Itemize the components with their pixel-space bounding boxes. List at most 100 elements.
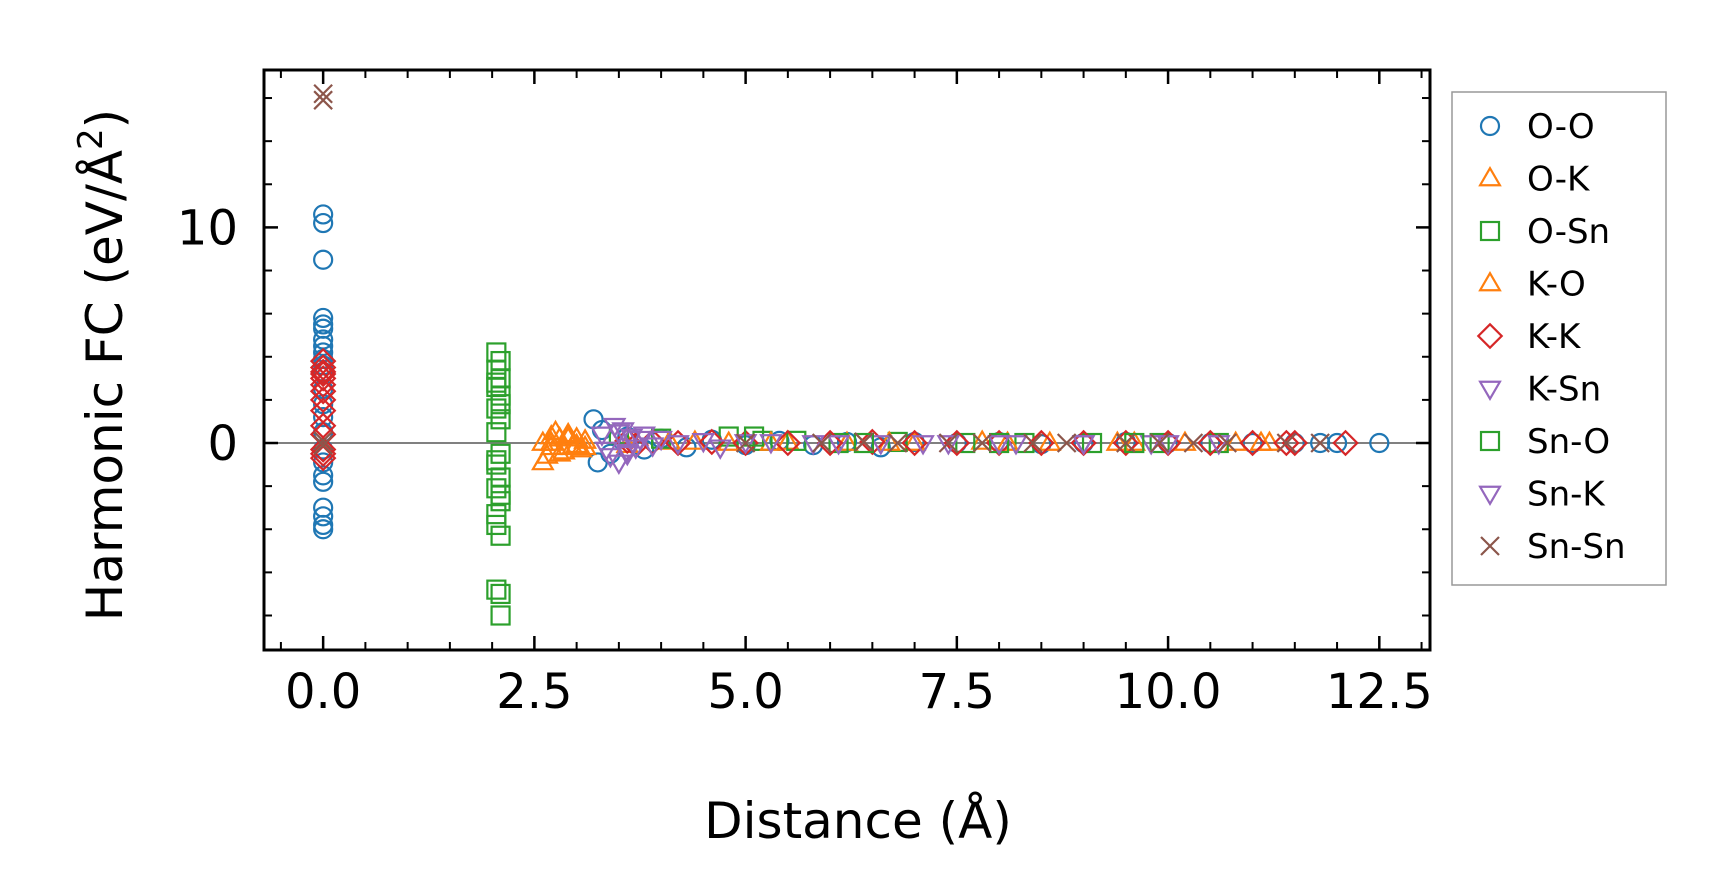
x-tick-label: 5.0	[707, 664, 783, 720]
data-point	[594, 441, 619, 463]
data-point	[1273, 429, 1300, 457]
data-point	[826, 435, 851, 456]
series-sn-k	[594, 424, 1180, 467]
legend-label: Sn-Sn	[1527, 527, 1626, 567]
y-tick-label: 0	[207, 416, 238, 472]
data-point	[490, 467, 511, 488]
data-point	[632, 426, 657, 447]
legend-marker	[1478, 485, 1502, 507]
data-point	[1122, 430, 1147, 451]
data-point	[938, 433, 959, 453]
data-point	[1173, 430, 1197, 451]
data-point	[683, 429, 707, 450]
data-point	[486, 454, 507, 475]
data-point	[313, 83, 333, 104]
legend-marker	[1478, 165, 1502, 187]
data-point	[490, 409, 511, 430]
data-point	[955, 432, 976, 454]
data-point	[759, 430, 783, 451]
data-point	[573, 428, 597, 449]
legend-label: O-K	[1527, 160, 1591, 200]
data-point	[1326, 432, 1348, 454]
data-point	[1223, 430, 1248, 451]
legend: O-O O-K O-Sn K-O K-K K-Sn Sn-O Sn-K Sn-Sn	[1451, 91, 1667, 586]
data-point	[1116, 433, 1136, 453]
legend-marker	[1478, 380, 1502, 402]
legend-marker	[1476, 322, 1504, 350]
data-point	[490, 491, 511, 512]
legend-marker	[1479, 430, 1501, 452]
y-axis-label-main: Harmonic FC (eV/Å	[76, 150, 134, 621]
data-point	[887, 433, 908, 453]
legend-label: O-Sn	[1527, 212, 1610, 252]
data-point	[486, 478, 507, 499]
legend-marker	[1480, 536, 1500, 556]
legend-marker	[1479, 115, 1501, 137]
x-tick-label: 0.0	[285, 664, 361, 720]
data-point	[313, 204, 334, 225]
data-point	[547, 441, 572, 462]
data-point	[666, 435, 690, 456]
y-axis-label-close: )	[76, 109, 134, 129]
data-point	[902, 430, 927, 451]
y-axis-label: Harmonic FC (eV/Å2)	[71, 109, 134, 621]
data-point	[309, 386, 337, 414]
data-point	[1369, 432, 1390, 454]
data-point	[607, 454, 631, 475]
data-point	[628, 430, 652, 452]
legend-label: Sn-K	[1527, 475, 1606, 515]
data-point	[556, 426, 580, 447]
data-point	[486, 422, 507, 443]
legend-label: Sn-O	[1527, 422, 1610, 462]
y-axis-ticks: 0 10	[177, 97, 1430, 617]
data-point	[854, 432, 874, 452]
data-point	[759, 434, 783, 455]
data-point	[486, 398, 507, 419]
legend-item: K-K	[1476, 317, 1582, 357]
data-point	[868, 435, 893, 456]
data-point	[309, 371, 337, 399]
x-tick-label: 2.5	[496, 664, 572, 720]
data-point	[313, 431, 333, 451]
data-point	[1023, 433, 1043, 453]
data-point	[1217, 433, 1237, 453]
data-point	[708, 439, 733, 460]
data-point	[590, 426, 614, 447]
legend-item: O-Sn	[1479, 212, 1610, 252]
series-k-k	[309, 347, 1359, 472]
data-point	[640, 437, 665, 458]
data-point	[313, 435, 333, 455]
data-point	[486, 504, 507, 525]
data-point	[911, 435, 935, 456]
data-point	[853, 432, 874, 454]
data-point	[490, 443, 511, 464]
data-point	[309, 358, 337, 386]
legend-item: Sn-O	[1479, 422, 1610, 462]
x-axis-label: Distance (Å)	[704, 792, 1012, 850]
data-point	[698, 428, 726, 456]
data-point	[1149, 433, 1170, 453]
data-point	[539, 430, 564, 451]
series-sn-sn	[313, 83, 1330, 455]
data-point	[486, 450, 507, 471]
legend-marker	[1478, 270, 1502, 292]
data-point	[573, 434, 597, 456]
data-point	[1310, 432, 1331, 454]
legend-item: Sn-K	[1478, 475, 1606, 515]
data-point	[987, 435, 1011, 456]
data-point	[1056, 433, 1077, 453]
legend-label: K-Sn	[1527, 370, 1601, 410]
data-point	[1081, 432, 1103, 454]
data-point	[943, 429, 971, 457]
x-tick-label: 12.5	[1326, 664, 1433, 720]
legend-item: O-O	[1479, 107, 1595, 147]
data-point	[1183, 433, 1204, 453]
x-axis-ticks: 0.0 2.5 5.0 7.5 10.0 12.5	[279, 70, 1433, 720]
data-point	[607, 424, 631, 445]
data-point	[970, 429, 994, 450]
data-point	[1149, 432, 1170, 454]
x-tick-label: 7.5	[919, 664, 995, 720]
data-point	[1071, 435, 1096, 456]
data-point	[490, 394, 511, 415]
